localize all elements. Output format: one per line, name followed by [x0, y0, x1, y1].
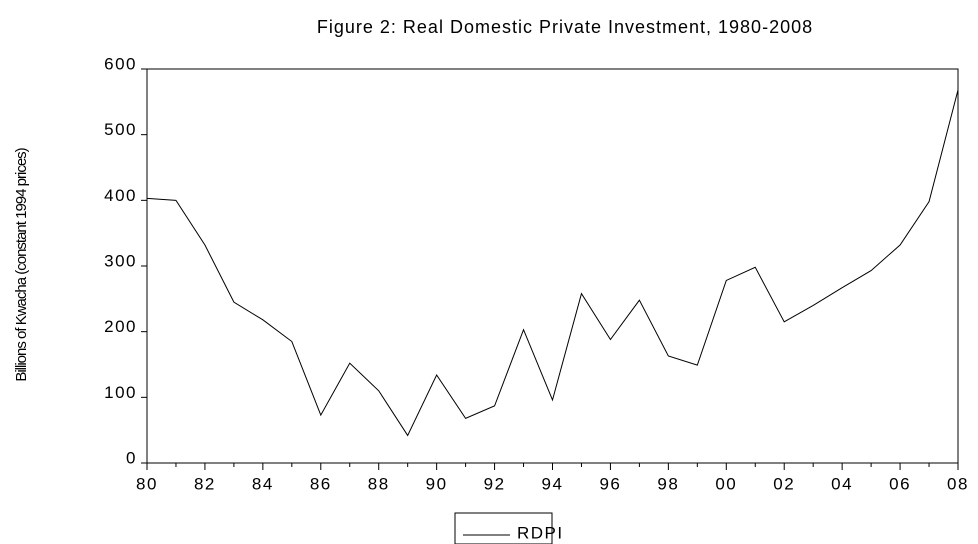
x-tick-label: 84 — [252, 474, 274, 493]
x-tick-label: 98 — [657, 474, 679, 493]
y-axis-label: Billions of Kwacha (constant 1994 prices… — [13, 147, 30, 381]
legend-label: RDPI — [517, 523, 564, 542]
y-tick-label: 100 — [104, 383, 137, 402]
data-line — [146, 89, 959, 437]
x-tick-label: 02 — [773, 474, 795, 493]
x-tick-label: 06 — [889, 474, 911, 493]
chart-title: Figure 2: Real Domestic Private Investme… — [317, 17, 813, 37]
x-tick-label: 94 — [542, 474, 564, 493]
x-tick-label: 96 — [599, 474, 621, 493]
x-tick-label: 04 — [831, 474, 853, 493]
y-tick-label: 200 — [104, 317, 137, 336]
y-tick-label: 300 — [104, 251, 137, 270]
y-tick-label: 0 — [126, 448, 137, 467]
x-tick-label: 82 — [194, 474, 216, 493]
x-tick-label: 90 — [426, 474, 448, 493]
x-tick-label: 86 — [310, 474, 332, 493]
x-tick-label: 88 — [368, 474, 390, 493]
x-tick-label: 80 — [136, 474, 158, 493]
plot-frame — [146, 68, 959, 464]
y-tick-label: 400 — [104, 186, 137, 205]
legend-box — [454, 512, 553, 544]
x-tick-label: 92 — [484, 474, 506, 493]
x-tick-label: 00 — [715, 474, 737, 493]
x-tick-label: 08 — [947, 474, 969, 493]
y-tick-label: 600 — [104, 54, 137, 73]
y-tick-label: 500 — [104, 120, 137, 139]
